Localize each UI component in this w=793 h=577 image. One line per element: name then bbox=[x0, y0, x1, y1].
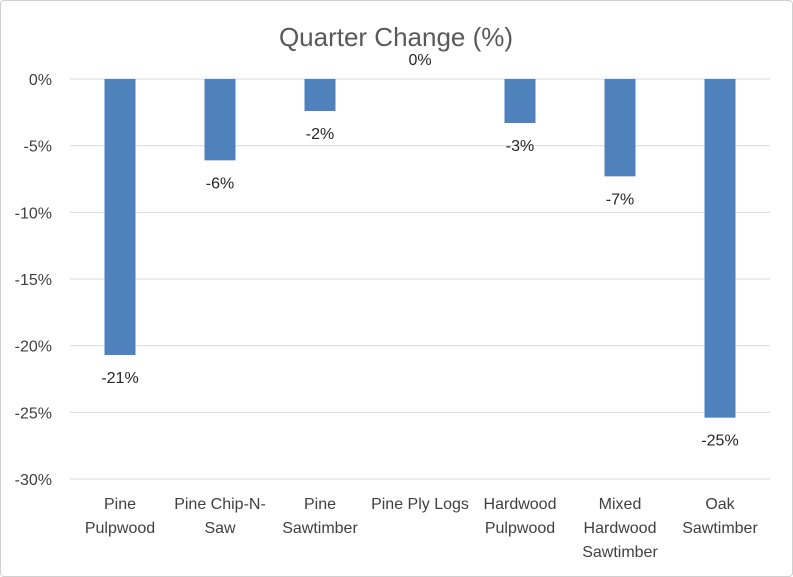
x-category-label: Hardwood bbox=[484, 496, 557, 513]
data-label: -7% bbox=[606, 191, 634, 208]
bar bbox=[604, 79, 636, 177]
bar bbox=[704, 79, 736, 418]
y-tick-label: 0% bbox=[29, 72, 52, 89]
bar bbox=[204, 79, 236, 161]
x-category-label: Hardwood bbox=[584, 520, 657, 537]
gridlines bbox=[70, 78, 770, 480]
data-label: -6% bbox=[206, 175, 234, 192]
y-tick-label: -5% bbox=[24, 139, 52, 156]
x-category-label: Pine Ply Logs bbox=[371, 496, 469, 513]
x-category-label: Pulpwood bbox=[485, 520, 555, 537]
y-tick-label: -25% bbox=[15, 405, 52, 422]
data-label: 0% bbox=[408, 52, 431, 69]
y-tick-label: -20% bbox=[15, 339, 52, 356]
data-label: -3% bbox=[506, 138, 534, 155]
chart-title: Quarter Change (%) bbox=[279, 22, 513, 52]
data-label: -25% bbox=[701, 433, 738, 450]
bar bbox=[304, 79, 336, 111]
x-axis-categories: Pine Pulpwood Pine Chip-N- Saw Pine Sawtimber… bbox=[85, 496, 759, 561]
data-labels: -21% -6% -2% 0% -3% -7% -25% bbox=[101, 52, 738, 450]
y-tick-label: -30% bbox=[15, 472, 52, 489]
x-category-label: Sawtimber bbox=[282, 520, 358, 537]
x-category-label: Pulpwood bbox=[85, 520, 155, 537]
y-axis-ticks: 0% -5% -10% -15% -20% -25% -30% bbox=[15, 72, 52, 489]
x-category-label: Pine bbox=[104, 496, 136, 513]
x-category-label: Sawtimber bbox=[682, 520, 758, 537]
x-category-label: Mixed bbox=[599, 496, 642, 513]
data-label: -2% bbox=[306, 126, 334, 143]
x-category-label: Pine Chip-N- bbox=[174, 496, 266, 513]
y-tick-label: -15% bbox=[15, 272, 52, 289]
x-category-label: Oak bbox=[705, 496, 735, 513]
y-tick-label: -10% bbox=[15, 205, 52, 222]
bars bbox=[104, 79, 736, 418]
x-category-label: Sawtimber bbox=[582, 544, 658, 561]
bar bbox=[104, 79, 136, 355]
data-label: -21% bbox=[101, 370, 138, 387]
x-category-label: Saw bbox=[204, 520, 236, 537]
bar bbox=[504, 79, 536, 123]
x-category-label: Pine bbox=[304, 496, 336, 513]
